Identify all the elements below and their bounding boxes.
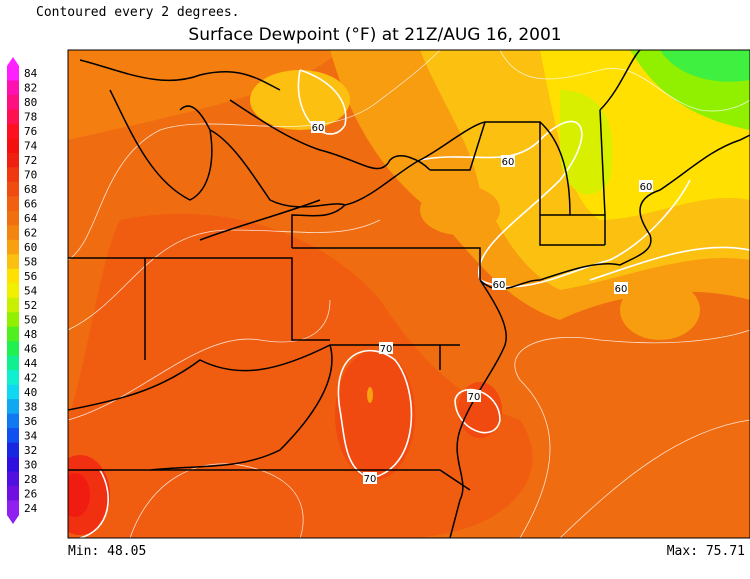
contour-label-bg	[639, 180, 653, 192]
colorbar-swatch	[7, 384, 19, 400]
contour-label-bg	[492, 278, 506, 290]
colorbar-swatch	[7, 167, 19, 183]
contour-label: 60	[493, 280, 506, 291]
contour-label: 60	[615, 284, 628, 295]
colorbar-label: 36	[24, 415, 37, 428]
colorbar-label: 82	[24, 82, 37, 95]
contour-label-bg	[311, 121, 325, 133]
colorbar-swatch	[7, 109, 19, 125]
contour-label: 70	[364, 474, 377, 485]
colorbar-swatch	[7, 181, 19, 197]
colorbar-swatch	[7, 442, 19, 458]
colorbar-swatch	[7, 428, 19, 444]
colorbar-swatch	[7, 66, 19, 81]
colorbar-swatch	[7, 312, 19, 328]
colorbar-label: 52	[24, 299, 37, 312]
colorbar-label: 42	[24, 371, 37, 384]
colorbar-swatch	[7, 239, 19, 255]
colorbar-label: 50	[24, 313, 37, 326]
colorbar-swatch	[7, 152, 19, 168]
colorbar-swatch	[7, 210, 19, 226]
colorbar-swatch	[7, 355, 19, 371]
contour-note: Contoured every 2 degrees.	[36, 5, 240, 20]
colorbar-swatch	[7, 486, 19, 502]
colorbar-label: 60	[24, 241, 37, 254]
colorbar-label: 24	[24, 502, 38, 515]
colorbar-label: 76	[24, 125, 37, 138]
contour-label-bg	[614, 282, 628, 294]
colorbar-label: 30	[24, 458, 37, 471]
colorbar-label: 58	[24, 256, 37, 269]
colorbar-swatch	[7, 457, 19, 473]
colorbar-label: 68	[24, 183, 37, 196]
contour-label: 60	[502, 157, 515, 168]
colorbar-label: 54	[24, 285, 38, 298]
colorbar-label: 74	[24, 140, 38, 153]
colorbar-label: 44	[24, 357, 38, 370]
contour-label-bg	[363, 472, 377, 484]
colorbar-label: 26	[24, 487, 37, 500]
contour-label: 60	[312, 123, 325, 134]
colorbar-label: 32	[24, 444, 37, 457]
colorbar-label: 48	[24, 328, 37, 341]
colorbar-swatch	[7, 268, 19, 284]
colorbar-swatch	[7, 413, 19, 429]
colorbar-label: 66	[24, 198, 37, 211]
contour-label: 60	[640, 182, 653, 193]
colorbar-label: 72	[24, 154, 37, 167]
colorbar-swatch	[7, 123, 19, 139]
colorbar-swatch	[7, 254, 19, 270]
colorbar-bottom-arrow	[7, 515, 19, 524]
contour-label: 70	[380, 344, 393, 355]
colorbar-swatch	[7, 138, 19, 154]
colorbar-swatch	[7, 500, 19, 516]
colorbar-swatch	[7, 471, 19, 487]
colorbar-label: 78	[24, 111, 37, 124]
colorbar-swatch	[7, 94, 19, 110]
max-label: Max: 75.71	[667, 544, 745, 559]
colorbar-swatch	[7, 297, 19, 313]
colorbar-swatch	[7, 399, 19, 415]
contour-label-bg	[379, 342, 393, 354]
colorbar-swatch	[7, 196, 19, 212]
colorbar-swatch	[7, 341, 19, 357]
contour-label: 70	[468, 392, 481, 403]
colorbar-swatch	[7, 370, 19, 386]
map	[68, 50, 750, 538]
colorbar-label: 80	[24, 96, 37, 109]
contour-label-bg	[501, 155, 515, 167]
colorbar-label: 64	[24, 212, 38, 225]
colorbar-label: 70	[24, 169, 37, 182]
colorbar-label: 84	[24, 67, 38, 80]
colorbar-swatch	[7, 225, 19, 241]
colorbar-label: 62	[24, 227, 37, 240]
contour-label-bg	[467, 390, 481, 402]
colorbar-label: 56	[24, 270, 37, 283]
colorbar-label: 40	[24, 386, 37, 399]
map-title: Surface Dewpoint (°F) at 21Z/AUG 16, 200…	[188, 25, 561, 45]
colorbar-swatch	[7, 283, 19, 299]
colorbar-swatch	[7, 326, 19, 342]
min-label: Min: 48.05	[68, 544, 146, 559]
colorbar-top-arrow	[7, 57, 19, 66]
colorbar-label: 28	[24, 473, 37, 486]
contour-labels: 60 60 60 60 60 70 70 70	[311, 121, 653, 485]
colorbar-label: 34	[24, 429, 38, 442]
colorbar-label: 38	[24, 400, 37, 413]
colorbar-swatch	[7, 80, 19, 96]
colorbar-label: 46	[24, 342, 37, 355]
